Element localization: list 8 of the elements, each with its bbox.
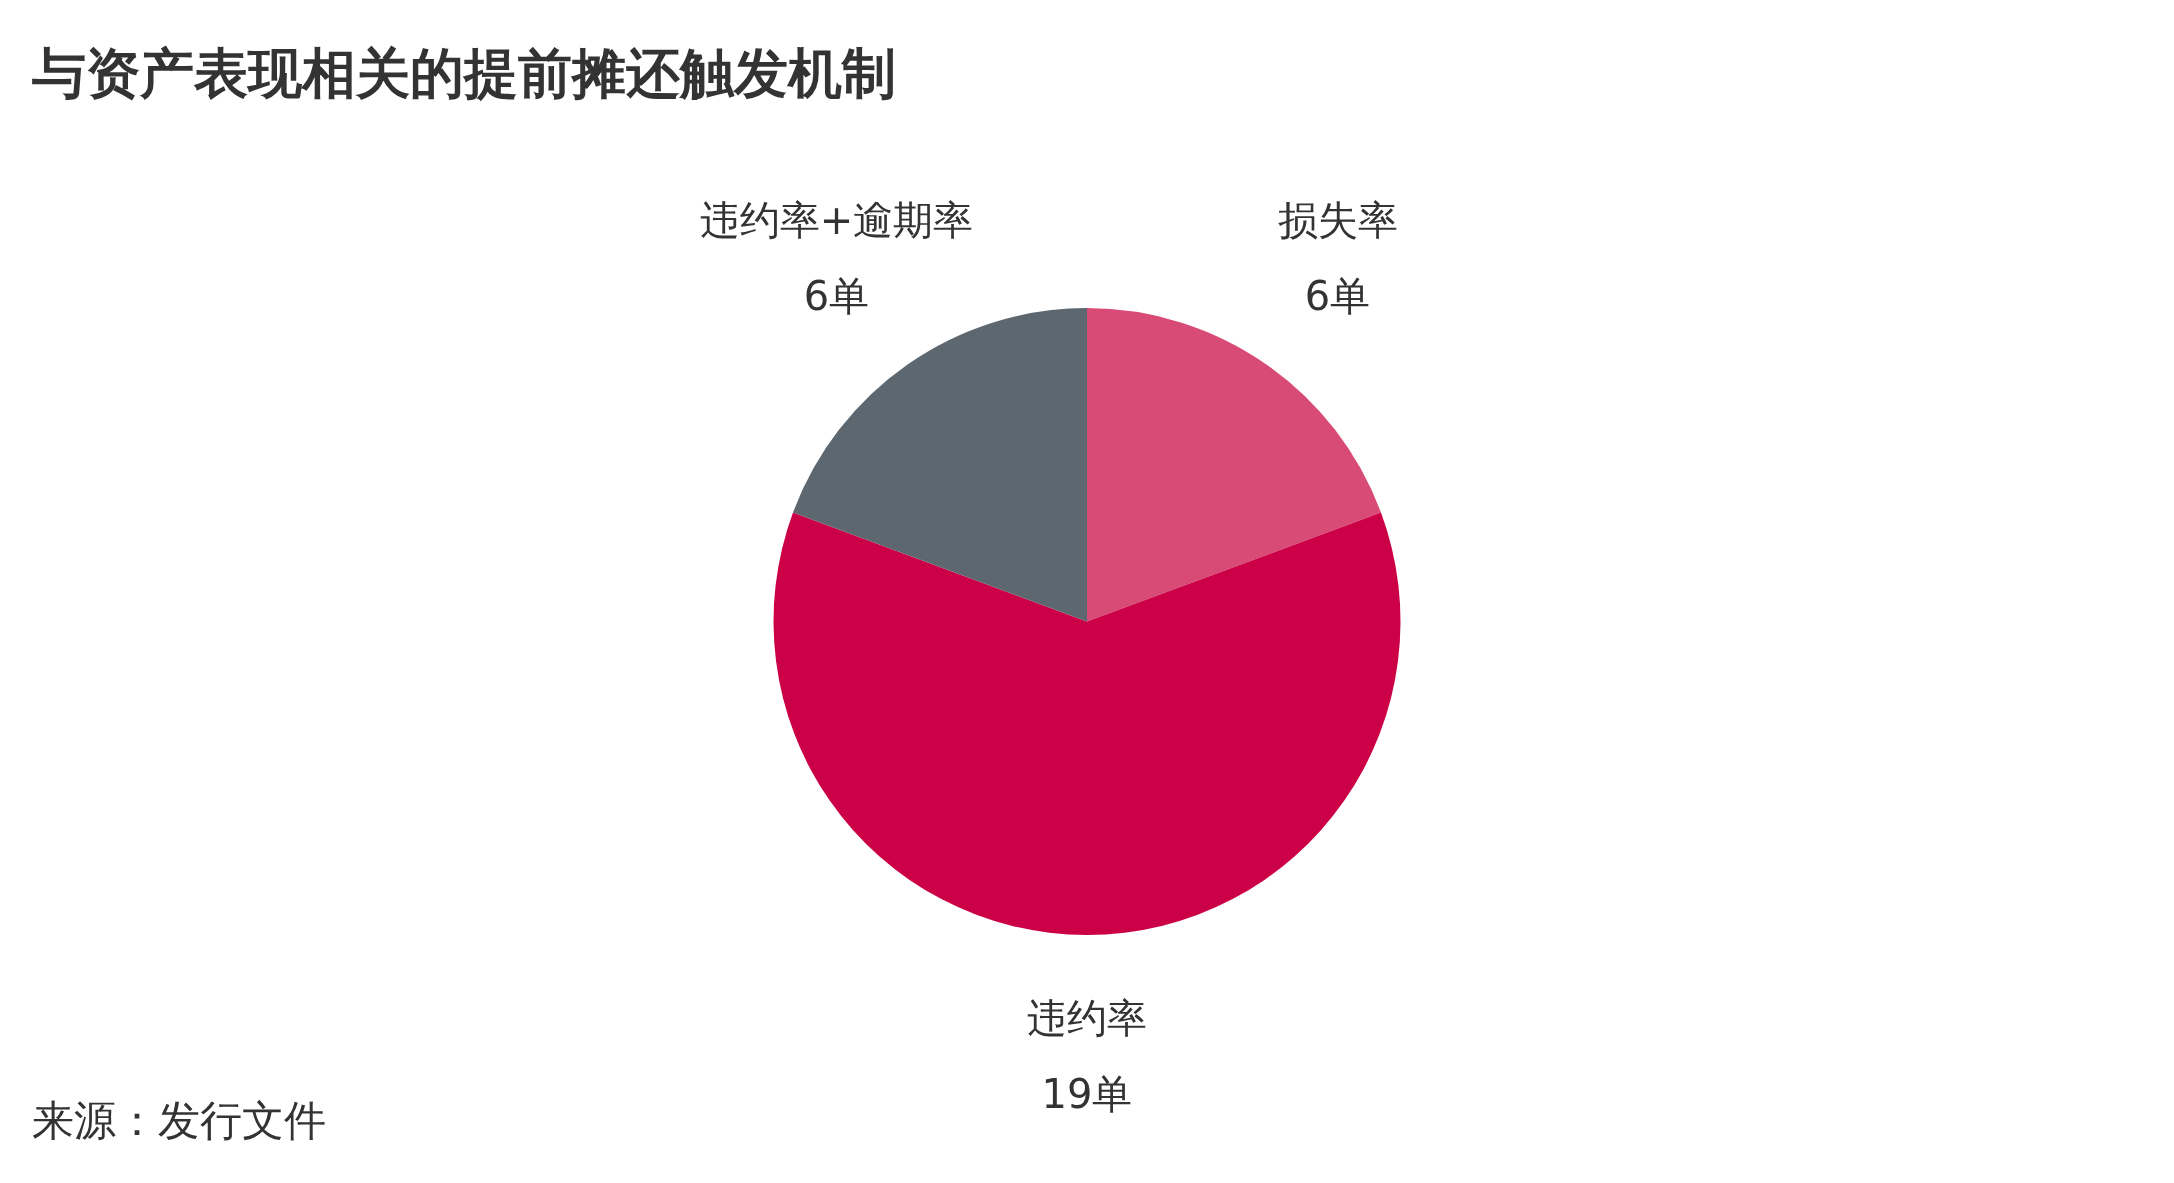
slice-label: 违约率 [1027,995,1147,1042]
data-label: 19单 [1041,1071,1133,1118]
source-note: 来源：发行文件 [32,1095,326,1147]
data-label: 6单 [1304,272,1371,319]
chart-title: 与资产表现相关的提前摊还触发机制 [32,41,896,107]
slice-label: 损失率 [1277,196,1398,243]
slice-label: 违约率+逾期率 [699,196,974,243]
data-label: 6单 [803,272,870,319]
